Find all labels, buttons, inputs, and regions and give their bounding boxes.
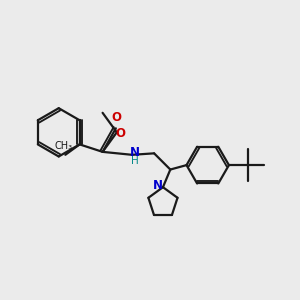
Text: H: H xyxy=(130,156,138,166)
Text: N: N xyxy=(153,179,163,192)
Text: N: N xyxy=(129,146,140,159)
Text: O: O xyxy=(111,111,122,124)
Text: O: O xyxy=(115,127,125,140)
Text: CH₃: CH₃ xyxy=(55,141,73,151)
